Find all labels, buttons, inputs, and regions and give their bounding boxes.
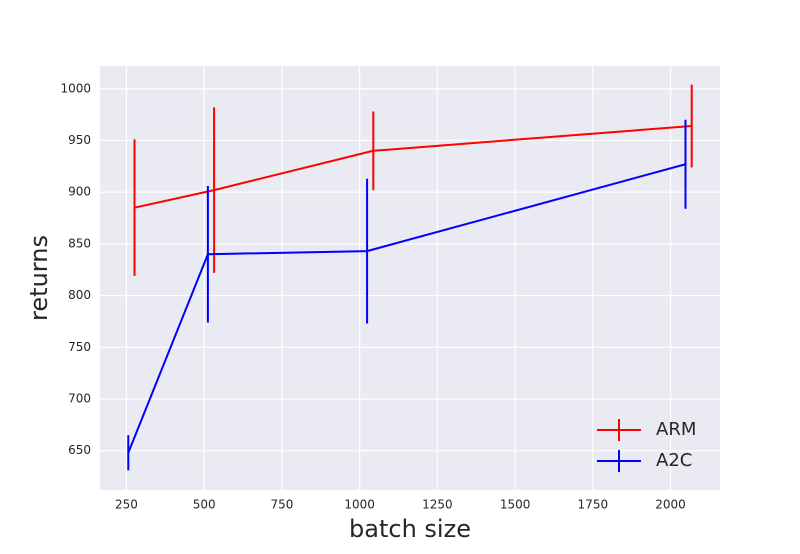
y-tick-label: 950 (68, 133, 91, 147)
x-tick-label: 750 (270, 498, 293, 512)
y-tick-label: 1000 (60, 81, 91, 95)
x-tick-label: 500 (193, 498, 216, 512)
x-tick-label: 1250 (422, 498, 453, 512)
y-tick-label: 800 (68, 288, 91, 302)
legend-text: A2C (656, 450, 692, 471)
x-tick-label: 1000 (344, 498, 375, 512)
x-tick-label: 1750 (578, 498, 609, 512)
series-line (127, 163, 686, 454)
y-tick-label: 900 (68, 185, 91, 199)
x-axis-label: batch size (349, 515, 471, 543)
legend-text: ARM (656, 419, 696, 440)
y-axis-label: returns (25, 235, 53, 321)
y-tick-label: 850 (68, 236, 91, 250)
y-tick-label: 650 (68, 443, 91, 457)
series-line (134, 124, 692, 209)
y-tick-label: 700 (68, 391, 91, 405)
y-tick-label: 750 (68, 340, 91, 354)
x-tick-label: 250 (115, 498, 138, 512)
x-tick-label: 1500 (500, 498, 531, 512)
x-tick-label: 2000 (655, 498, 686, 512)
plot-area (100, 66, 720, 490)
